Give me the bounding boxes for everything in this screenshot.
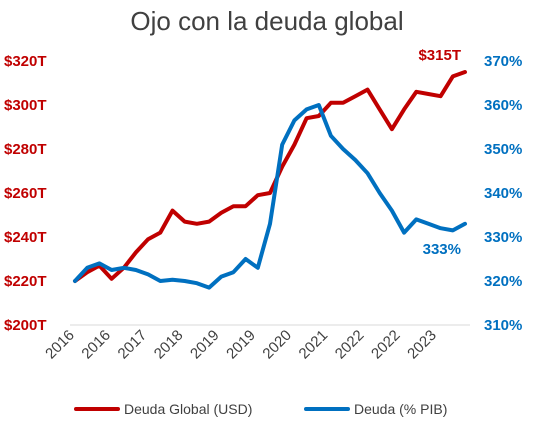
series-line-1 [73, 70, 467, 283]
x-tick-label: 2021 [296, 327, 332, 363]
legend: Deuda Global (USD) Deuda (% PIB) [74, 401, 447, 417]
y-left-tick-label: $240T [4, 229, 47, 246]
x-tick-label: 2019 [223, 327, 259, 363]
y-left-tick-label: $280T [4, 141, 47, 158]
x-axis: 2016 2016 2017 2018 2019 2019 2020 2021 2022 2022… [42, 327, 440, 363]
legend-label-1: Deuda Global (USD) [124, 401, 252, 417]
y-left-tick-label: $300T [4, 97, 47, 114]
y-right-tick-label: 320% [484, 273, 522, 290]
x-tick-label: 2017 [115, 327, 151, 363]
x-tick-label: 2022 [368, 327, 404, 363]
y-axis-right: 310% 320% 330% 340% 350% 360% 370% [484, 53, 522, 334]
x-tick-label: 2018 [151, 327, 187, 363]
y-right-tick-label: 360% [484, 97, 522, 114]
end-value-label-1: $315T [418, 47, 461, 64]
y-right-tick-label: 330% [484, 229, 522, 246]
x-tick-label: 2016 [78, 327, 114, 363]
x-tick-label: 2016 [42, 327, 78, 363]
y-left-tick-label: $220T [4, 273, 47, 290]
y-left-tick-label: $260T [4, 185, 47, 202]
series-line-2 [73, 103, 467, 290]
x-tick-label: 2023 [404, 327, 440, 363]
y-left-tick-label: $200T [4, 317, 47, 334]
end-value-label-2: 333% [423, 241, 461, 258]
y-axis-left: $200T $220T $240T $260T $280T $300T $320T [4, 53, 47, 334]
y-right-tick-label: 310% [484, 317, 522, 334]
legend-label-2: Deuda (% PIB) [354, 401, 447, 417]
x-tick-label: 2022 [332, 327, 368, 363]
y-right-tick-label: 370% [484, 53, 522, 70]
y-right-tick-label: 350% [484, 141, 522, 158]
series-lines [73, 70, 467, 290]
chart-title: Ojo con la deuda global [130, 6, 403, 36]
x-tick-label: 2019 [187, 327, 223, 363]
y-right-tick-label: 340% [484, 185, 522, 202]
x-tick-label: 2020 [259, 327, 295, 363]
data-labels: $315T 333% [418, 47, 461, 258]
y-left-tick-label: $320T [4, 53, 47, 70]
